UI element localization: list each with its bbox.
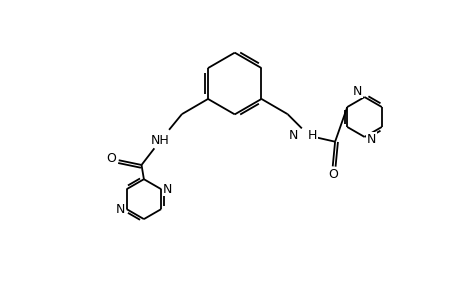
Text: N: N: [352, 85, 361, 98]
Text: N: N: [162, 183, 172, 196]
Text: O: O: [106, 152, 116, 165]
Text: O: O: [327, 168, 337, 182]
Text: N: N: [116, 202, 125, 216]
Text: N: N: [366, 133, 375, 146]
Text: NH: NH: [151, 134, 169, 147]
Text: N: N: [289, 129, 298, 142]
Text: H: H: [308, 129, 317, 142]
